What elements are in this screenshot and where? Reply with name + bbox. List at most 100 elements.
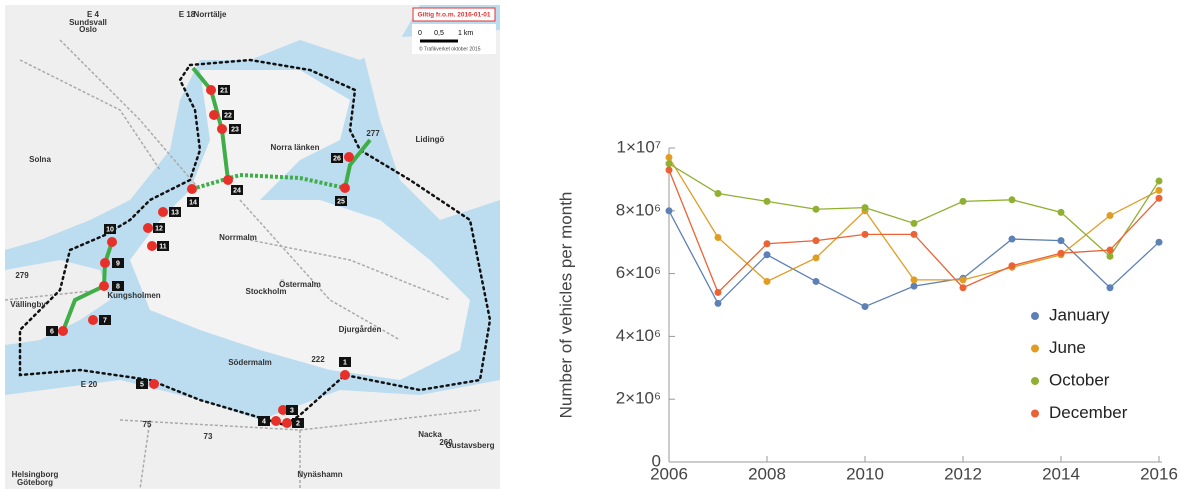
place-label: E 20: [81, 380, 98, 389]
station-box: [99, 315, 111, 325]
x-tick-label: 2012: [944, 464, 982, 483]
data-point: [1008, 262, 1016, 270]
scale-label: 0,5: [434, 30, 444, 37]
data-point: [665, 160, 673, 168]
station-box: [258, 416, 270, 426]
place-label: Vällingby: [10, 300, 46, 309]
data-point: [763, 251, 771, 259]
data-point: [910, 219, 918, 227]
legend-swatch: [1031, 409, 1039, 418]
station-label: 4: [262, 418, 266, 425]
station-label: 10: [106, 226, 114, 233]
x-tick-label: 2016: [1140, 464, 1178, 483]
station-dot: [147, 241, 157, 251]
place-label: Östermalm: [279, 280, 321, 289]
data-point: [910, 230, 918, 238]
y-tick-label: 6×10⁶: [616, 263, 661, 282]
station-box: [104, 224, 116, 234]
data-point: [1106, 284, 1114, 292]
place-label: Lidingö: [416, 135, 445, 144]
station-dot: [143, 223, 153, 233]
data-point: [714, 288, 722, 296]
data-point: [665, 166, 673, 174]
place-label: Solna: [29, 155, 51, 164]
station-dot: [344, 152, 354, 162]
station-box: [218, 85, 230, 95]
station-label: 23: [231, 126, 239, 133]
station-label: 26: [333, 155, 341, 162]
station-box: [112, 258, 124, 268]
place-label: 75: [143, 420, 152, 429]
place-label: Nynäshamn: [297, 470, 342, 479]
data-point: [714, 190, 722, 198]
place-label: Norra länken: [271, 143, 320, 152]
station-label: 22: [224, 112, 232, 119]
x-tick-label: 2010: [846, 464, 884, 483]
y-tick-label: 2×10⁶: [616, 389, 661, 408]
legend-label: October: [1049, 370, 1110, 389]
station-box: [169, 207, 181, 217]
place-label: 73: [204, 432, 213, 441]
place-label: Södermalm: [228, 358, 272, 367]
data-point: [1155, 238, 1163, 246]
data-point: [1057, 208, 1065, 216]
station-dot: [340, 370, 350, 380]
station-label: 9: [116, 260, 120, 267]
data-point: [959, 276, 967, 284]
station-dot: [217, 124, 227, 134]
station-dot: [206, 85, 216, 95]
data-point: [1106, 212, 1114, 220]
legend-swatch: [1031, 377, 1039, 385]
data-point: [714, 233, 722, 241]
data-point: [861, 230, 869, 238]
station-dot: [100, 258, 110, 268]
station-box: [153, 223, 165, 233]
data-point: [812, 205, 820, 213]
toll-boundary: [18, 58, 492, 427]
station-dot: [149, 379, 159, 389]
data-point: [1008, 235, 1016, 243]
data-point: [1106, 252, 1114, 260]
station-box: [292, 418, 304, 428]
data-point: [910, 282, 918, 290]
data-point: [812, 237, 820, 245]
data-point: [812, 254, 820, 262]
station-dot: [340, 183, 350, 193]
place-label: 260: [439, 438, 453, 447]
station-label: 5: [140, 381, 144, 388]
data-point: [714, 299, 722, 307]
station-label: 21: [220, 87, 228, 94]
land: [5, 5, 420, 250]
place-label: 279: [15, 271, 29, 280]
station-label: 2: [296, 420, 300, 427]
data-point: [959, 197, 967, 205]
land: [5, 260, 110, 345]
station-box: [286, 405, 298, 415]
place-label: 277: [366, 129, 380, 138]
place-label: Nacka: [418, 430, 442, 439]
place-label: E 18: [179, 10, 196, 19]
data-point: [1155, 194, 1163, 202]
station-label: 12: [155, 225, 163, 232]
road: [4, 39, 481, 490]
scale-box: [412, 24, 496, 54]
station-box: [222, 110, 234, 120]
place-label: E 4: [87, 10, 100, 19]
station-box: [331, 153, 343, 163]
station-label: 3: [290, 407, 294, 414]
station-label: 13: [171, 209, 179, 216]
station-label: 25: [337, 198, 345, 205]
data-point: [763, 277, 771, 285]
chart: Number of vehicles per month 0 2×10⁶ 4×10⁶…: [556, 137, 1177, 483]
station-dot: [187, 184, 197, 194]
tunnel: [191, 172, 346, 191]
x-tick-label: 2014: [1042, 464, 1080, 483]
series-line: [668, 157, 1160, 283]
place-label: Helsingborg: [12, 470, 59, 479]
data-point: [1008, 196, 1016, 204]
data-point: [1106, 246, 1114, 254]
station-label: 1: [343, 359, 347, 366]
land: [360, 30, 500, 220]
station-dot: [223, 175, 233, 185]
